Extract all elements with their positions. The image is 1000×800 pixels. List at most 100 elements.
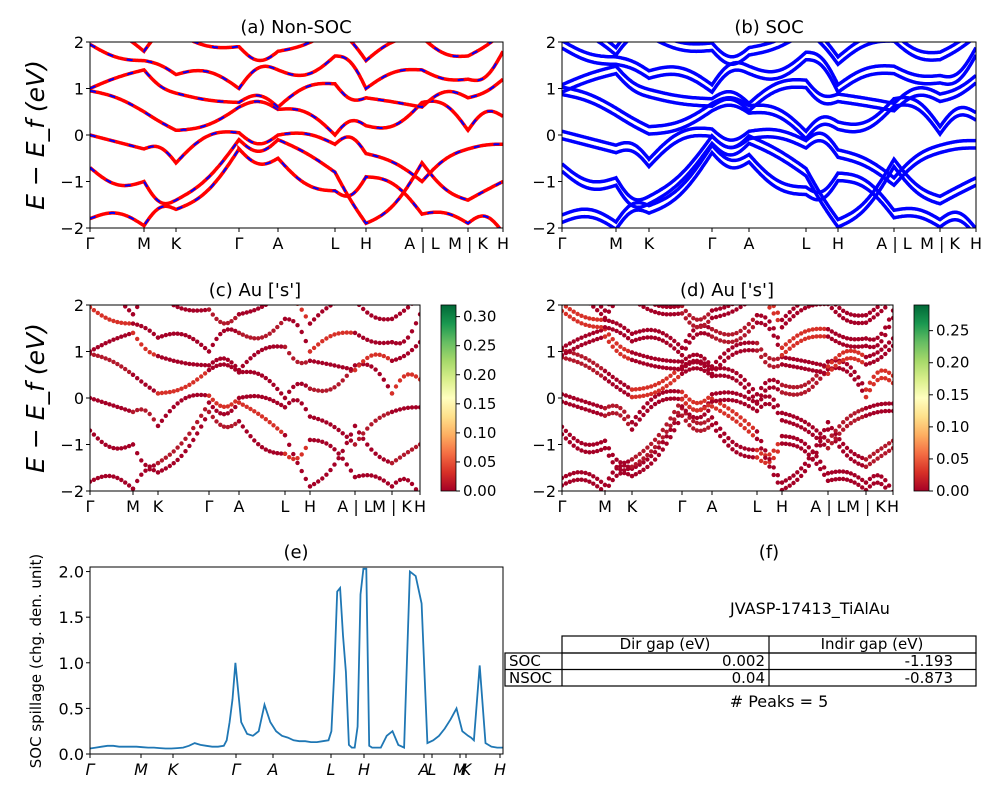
projection-dot xyxy=(595,301,599,305)
projection-dot xyxy=(618,405,623,411)
projection-dot xyxy=(759,385,764,391)
projection-dot xyxy=(641,467,646,472)
projection-dot xyxy=(706,360,711,365)
projection-dot xyxy=(802,461,808,466)
projection-dot xyxy=(602,334,608,339)
projection-dot xyxy=(683,364,688,369)
projection-dot xyxy=(779,441,785,446)
projection-dot xyxy=(614,384,619,390)
projection-dot xyxy=(886,324,892,330)
projection-dot xyxy=(779,362,785,367)
projection-dot xyxy=(683,393,688,399)
projection-dot xyxy=(709,404,715,409)
projection-dot xyxy=(795,423,800,428)
projection-dot xyxy=(236,395,242,401)
projection-dot xyxy=(393,458,399,463)
ytick-label-e: 1.0 xyxy=(59,654,84,673)
xtick-label-a: L xyxy=(331,234,340,253)
projection-dot xyxy=(575,311,580,317)
projection-dot xyxy=(630,290,634,294)
projection-dot xyxy=(799,466,804,471)
projection-dot xyxy=(844,445,850,451)
projection-dot xyxy=(806,463,811,468)
projection-dot xyxy=(746,396,751,401)
projection-dot xyxy=(738,381,743,386)
projection-dot xyxy=(860,388,865,393)
projection-dot xyxy=(206,349,212,354)
projection-dot xyxy=(763,322,768,328)
projection-dot xyxy=(210,397,215,402)
projection-dot xyxy=(814,295,818,299)
projection-dot xyxy=(229,364,234,370)
projection-dot xyxy=(99,474,104,479)
projection-dot xyxy=(702,315,707,320)
projection-dot xyxy=(841,449,846,454)
projection-dot xyxy=(730,409,735,414)
projection-dot xyxy=(191,437,196,443)
projection-dot xyxy=(633,462,638,467)
projection-dot xyxy=(713,314,719,320)
projection-dot xyxy=(214,316,219,322)
projection-dot xyxy=(307,414,313,419)
projection-dot xyxy=(879,409,884,414)
nonsoc-band-dash xyxy=(90,130,503,183)
projection-dot xyxy=(883,408,888,414)
projection-dot xyxy=(672,409,677,415)
projection-dot xyxy=(147,411,152,417)
projection-dot xyxy=(818,362,823,367)
projection-dot xyxy=(218,422,223,427)
projection-dot xyxy=(826,294,830,298)
projection-dot xyxy=(373,340,378,345)
projection-dot xyxy=(575,288,579,292)
projection-dot xyxy=(795,470,800,475)
projection-dot xyxy=(664,389,669,394)
xtick-label-c: Γ xyxy=(205,497,214,516)
projection-dot xyxy=(571,436,576,441)
projection-dot xyxy=(810,450,815,455)
projection-dot xyxy=(583,407,588,412)
projection-dot xyxy=(210,404,215,410)
projection-dot xyxy=(567,472,572,477)
projection-dot xyxy=(381,478,386,483)
projection-dot xyxy=(649,404,654,410)
projection-dot xyxy=(143,382,148,387)
projection-dot xyxy=(676,366,681,372)
projection-dot xyxy=(709,399,715,404)
projection-dot xyxy=(886,483,892,488)
projection-dot xyxy=(126,483,132,488)
projection-dot xyxy=(271,328,276,333)
projection-dot xyxy=(860,320,865,326)
projection-dot xyxy=(672,417,677,422)
projection-dot xyxy=(622,325,627,331)
projection-dot xyxy=(771,377,776,383)
projection-dot xyxy=(563,356,569,361)
projection-dot xyxy=(115,319,120,325)
projection-dot xyxy=(340,431,345,436)
projection-dot xyxy=(779,390,785,395)
projection-dot xyxy=(875,350,880,355)
projection-dot xyxy=(602,446,608,451)
projection-dot xyxy=(381,353,386,359)
projection-dot xyxy=(148,292,152,296)
projection-dot xyxy=(713,406,719,411)
projection-dot xyxy=(629,357,635,363)
projection-dot xyxy=(361,335,366,340)
projection-dot xyxy=(791,364,796,369)
projection-dot xyxy=(645,335,650,340)
projection-dot xyxy=(90,305,93,310)
projection-dot xyxy=(248,434,253,439)
projection-dot xyxy=(771,311,776,316)
projection-dot xyxy=(746,382,751,387)
projection-dot xyxy=(718,362,723,368)
projection-dot xyxy=(159,418,165,423)
projection-dot xyxy=(259,445,265,450)
projection-dot xyxy=(687,423,692,428)
projection-dot xyxy=(886,317,892,322)
projection-dot xyxy=(91,352,97,357)
projection-dot xyxy=(291,319,296,324)
projection-dot xyxy=(160,296,164,300)
projection-dot xyxy=(833,338,838,344)
projection-dot xyxy=(656,357,662,362)
xtick-label-c: L xyxy=(281,497,290,516)
